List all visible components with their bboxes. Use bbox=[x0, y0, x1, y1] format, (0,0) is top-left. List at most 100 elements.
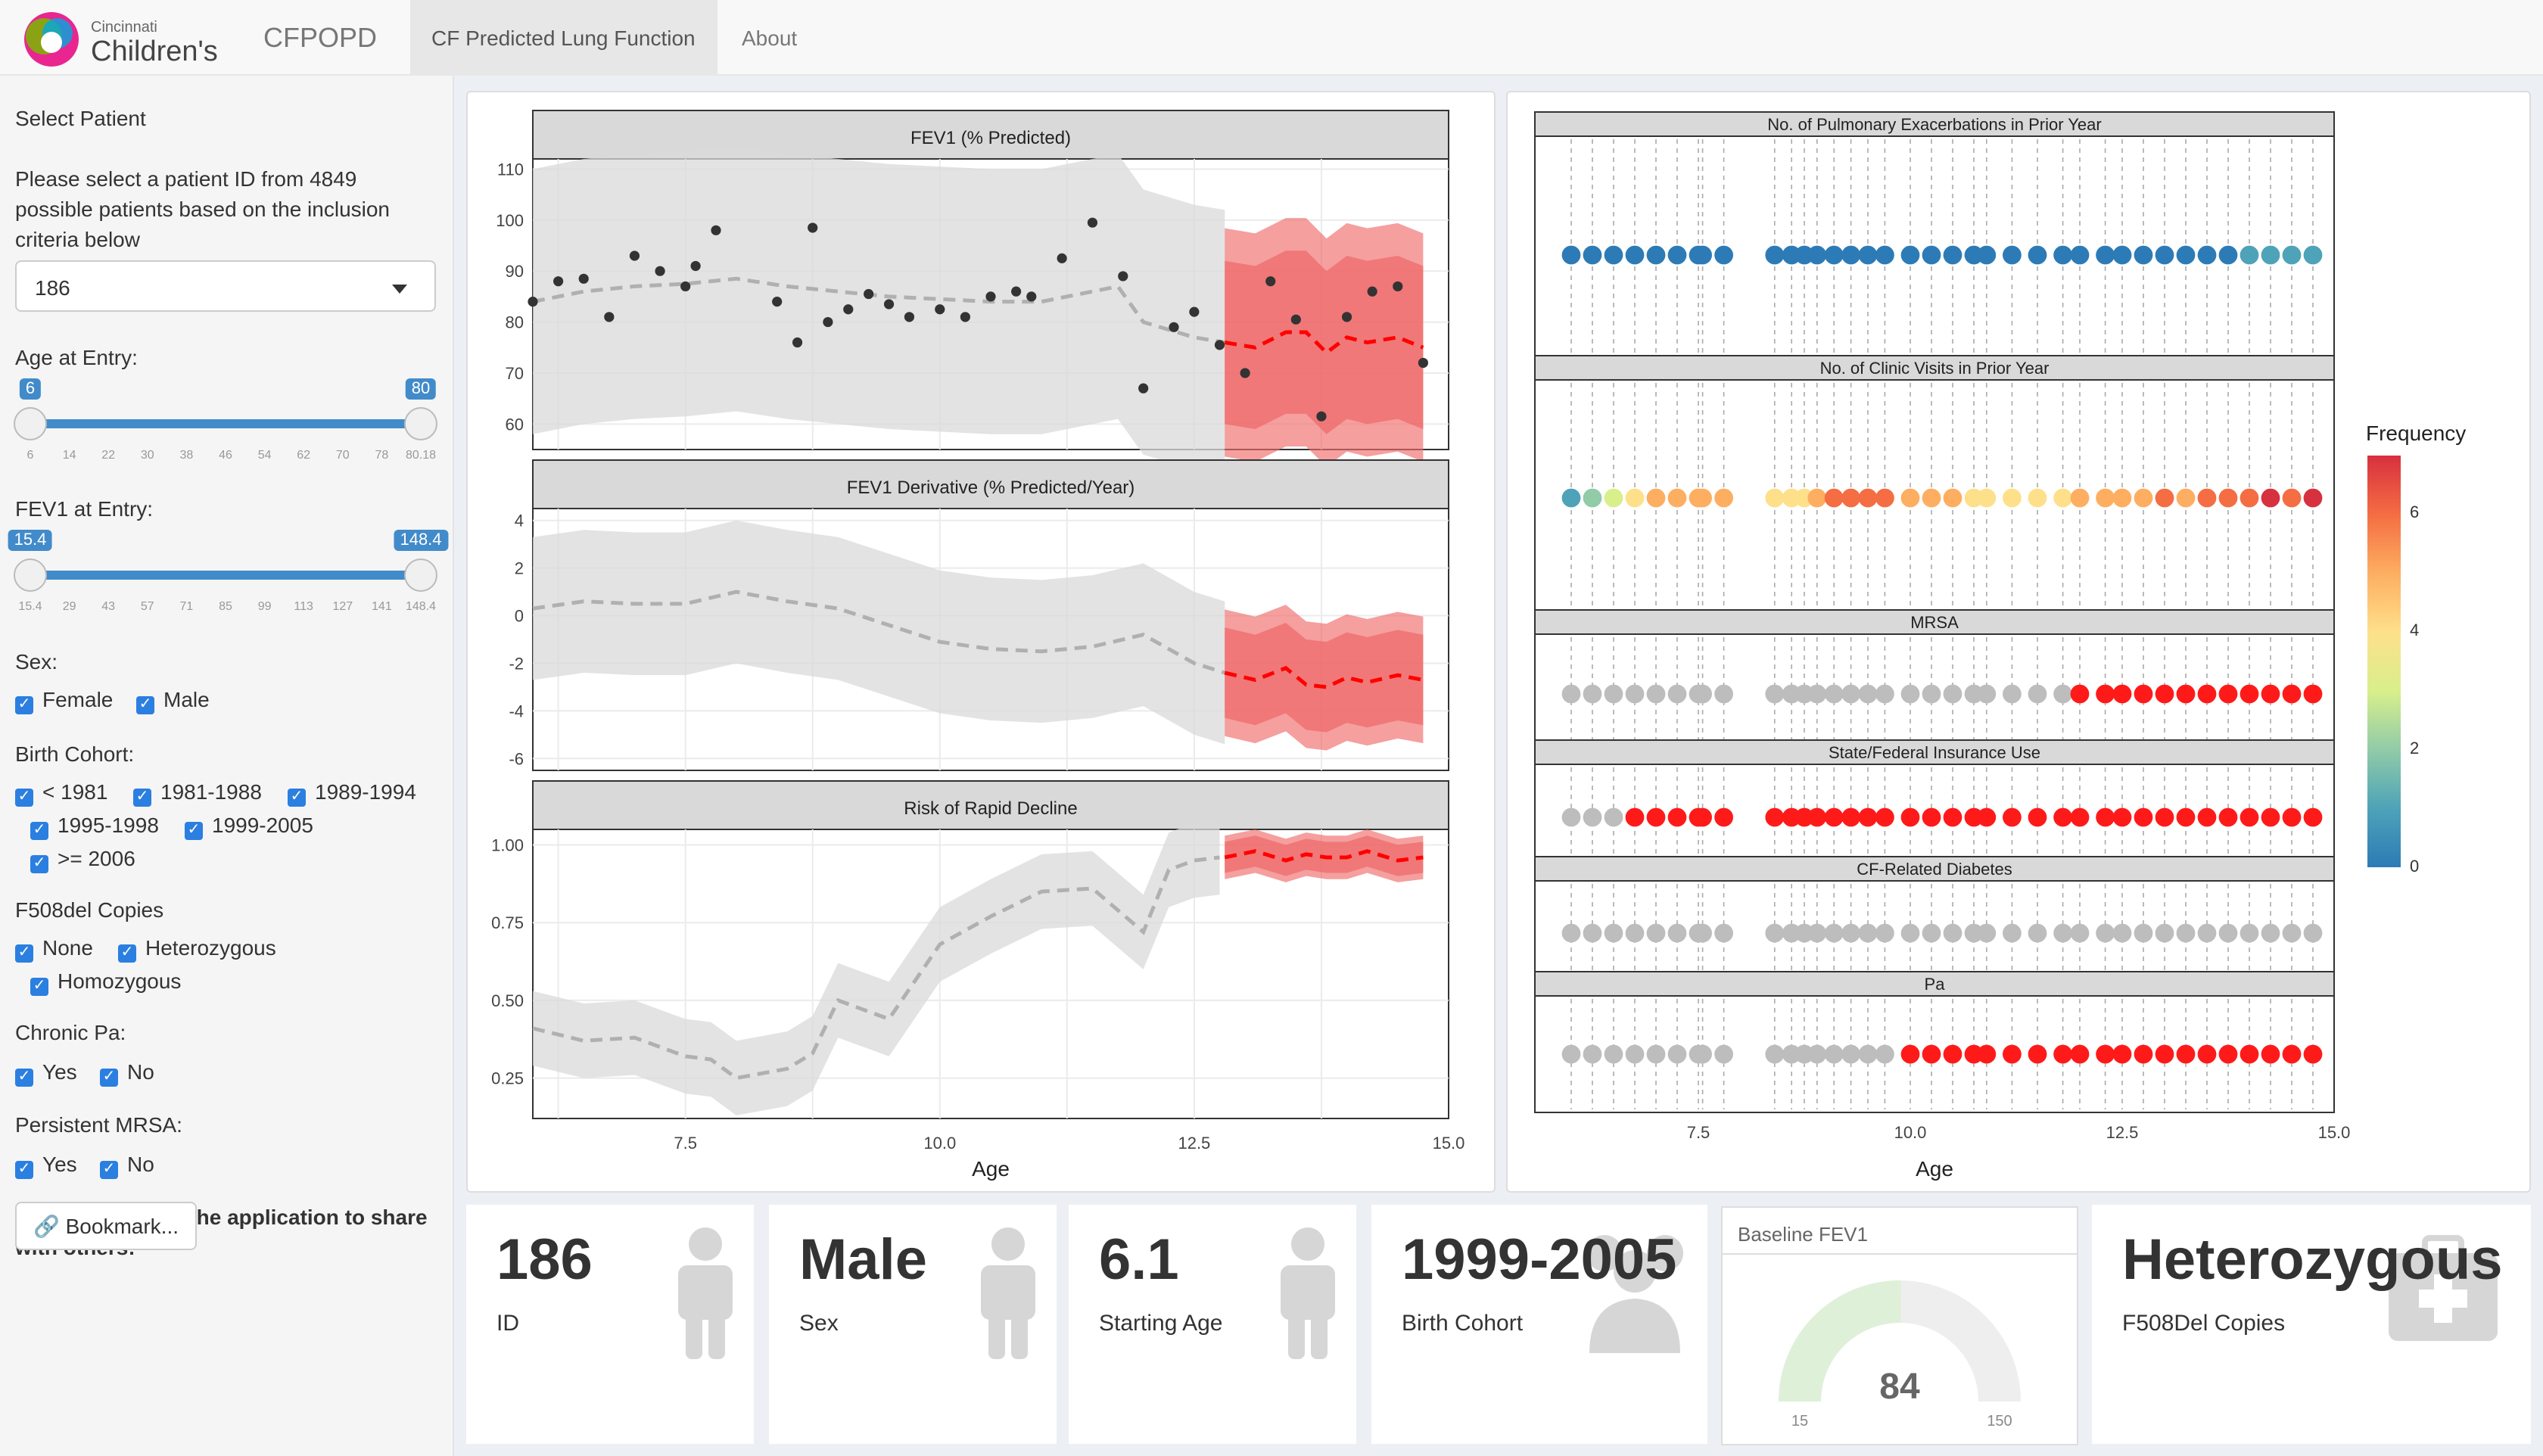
event-point bbox=[2096, 923, 2115, 943]
observed-point bbox=[772, 297, 783, 307]
gauge-title: Baseline FEV1 bbox=[1738, 1223, 1868, 1246]
checkbox-label: Homozygous bbox=[58, 969, 182, 993]
brand-title[interactable]: CFPOPD bbox=[263, 23, 378, 53]
checkbox-cohort-1981-1988[interactable]: ✓ 1981-1988 bbox=[133, 779, 262, 807]
slider-tick-label: 14 bbox=[62, 448, 76, 462]
medkit-icon bbox=[2389, 1235, 2498, 1341]
event-point bbox=[1765, 488, 1785, 508]
checkbox-cohort-1999-2005[interactable]: ✓ 1999-2005 bbox=[185, 813, 313, 840]
check-icon: ✓ bbox=[185, 822, 203, 840]
slider-bar bbox=[30, 419, 421, 428]
slider-tick-label: 85 bbox=[219, 599, 232, 613]
y-tick-label: 1.00 bbox=[491, 836, 524, 855]
x-tick-label: 7.5 bbox=[1687, 1123, 1710, 1142]
checkbox-label: 1999-2005 bbox=[212, 813, 313, 837]
checkbox-mrsa-no[interactable]: ✓ No bbox=[100, 1152, 154, 1179]
event-point bbox=[1667, 807, 1687, 827]
slider-min-handle[interactable] bbox=[14, 558, 47, 592]
slider-tick-label: 99 bbox=[257, 599, 272, 613]
event-point bbox=[2261, 684, 2280, 704]
checkbox-f508-homozygous[interactable]: ✓ Homozygous bbox=[30, 969, 181, 996]
link-icon: 🔗 bbox=[33, 1214, 60, 1238]
event-point bbox=[2003, 488, 2022, 508]
event-point bbox=[2003, 684, 2022, 704]
checkbox-cohort-before-1981[interactable]: ✓ < 1981 bbox=[15, 779, 107, 807]
event-point bbox=[1714, 245, 1733, 265]
slider-tick-label: 6 bbox=[26, 448, 34, 462]
observed-point bbox=[553, 276, 564, 287]
event-point bbox=[2028, 1044, 2047, 1064]
event-point bbox=[2218, 923, 2238, 943]
panel-title: CF-Related Diabetes bbox=[1857, 860, 2012, 879]
fev1-at-entry-slider[interactable]: 15.4 148.4 15.4 29 43 57 71 85 99 113 127 141 148.… bbox=[8, 530, 448, 621]
legend-colorbar bbox=[2367, 456, 2401, 867]
age-at-entry-slider[interactable]: 6 80 6 14 22 30 38 46 54 62 70 78 80.18 bbox=[14, 378, 437, 469]
slider-min-handle[interactable] bbox=[14, 407, 47, 440]
checkbox-female[interactable]: ✓ Female bbox=[15, 687, 113, 714]
event-point bbox=[1900, 245, 1920, 265]
event-point bbox=[2282, 245, 2302, 265]
y-tick-label: -6 bbox=[509, 749, 524, 768]
checkbox-cohort-1989-1994[interactable]: ✓ 1989-1994 bbox=[288, 779, 416, 807]
value-box-label: F508Del Copies bbox=[2122, 1311, 2286, 1336]
event-point bbox=[2028, 807, 2047, 827]
lung-function-charts[interactable]: FEV1 (% Predicted) 110 100 90 80 70 60 FEV1 Der… bbox=[468, 92, 1494, 1191]
checkbox-label: Female bbox=[42, 687, 114, 711]
event-point bbox=[2053, 1044, 2072, 1064]
tab-label: About bbox=[742, 26, 798, 50]
value-box-value: Male bbox=[799, 1229, 927, 1293]
tab-cf-predicted-lung-function[interactable]: CF Predicted Lung Function bbox=[410, 0, 717, 76]
bookmark-button[interactable]: 🔗 Bookmark... bbox=[15, 1202, 197, 1250]
slider-max-label: 80 bbox=[405, 378, 437, 400]
checkbox-f508-heterozygous[interactable]: ✓ Heterozygous bbox=[118, 935, 276, 963]
checkbox-male[interactable]: ✓ Male bbox=[136, 687, 210, 714]
observed-point bbox=[792, 337, 803, 348]
event-point bbox=[2176, 245, 2196, 265]
observed-point bbox=[960, 312, 970, 322]
observed-point bbox=[1265, 276, 1276, 287]
chevron-down-icon bbox=[392, 285, 407, 294]
f508del-copies-label: F508del Copies bbox=[15, 898, 164, 922]
event-point bbox=[1646, 923, 1666, 943]
event-point bbox=[1875, 1044, 1894, 1064]
sex-label: Sex: bbox=[15, 649, 58, 674]
observed-point bbox=[711, 225, 721, 235]
sidebar-description-line-1: Please select a patient ID from 4849 bbox=[15, 166, 357, 191]
panel-strip bbox=[532, 780, 1449, 830]
event-point bbox=[1714, 684, 1733, 704]
checkbox-f508-none[interactable]: ✓ None bbox=[15, 935, 93, 963]
cincinnati-childrens-logo[interactable]: Cincinnati Children's bbox=[21, 6, 248, 73]
x-tick-label: 15.0 bbox=[1433, 1134, 1465, 1153]
event-point bbox=[2155, 488, 2174, 508]
event-point bbox=[2053, 245, 2072, 265]
clinical-events-charts[interactable]: No. of Pulmonary Exacerbations in Prior … bbox=[1508, 92, 2529, 1191]
checkbox-cohort-1995-1998[interactable]: ✓ 1995-1998 bbox=[30, 813, 159, 840]
y-tick-label: 0.75 bbox=[491, 913, 524, 932]
slider-max-handle[interactable] bbox=[404, 558, 437, 592]
checkbox-mrsa-yes[interactable]: ✓ Yes bbox=[15, 1152, 77, 1179]
checkbox-pa-yes[interactable]: ✓ Yes bbox=[15, 1059, 77, 1087]
event-point bbox=[2197, 684, 2217, 704]
value-box-label: Birth Cohort bbox=[1402, 1311, 1524, 1336]
tab-about[interactable]: About bbox=[721, 0, 823, 76]
event-point bbox=[1841, 923, 1860, 943]
event-point bbox=[2028, 923, 2047, 943]
event-point bbox=[1561, 1044, 1581, 1064]
event-point bbox=[1824, 245, 1844, 265]
event-point bbox=[2240, 488, 2259, 508]
event-point bbox=[1977, 684, 1997, 704]
checkbox-cohort-2006-plus[interactable]: ✓ >= 2006 bbox=[30, 846, 135, 873]
event-point bbox=[1900, 923, 1920, 943]
slider-max-handle[interactable] bbox=[404, 407, 437, 440]
event-point bbox=[1625, 488, 1645, 508]
legend-title: Frequency bbox=[2366, 422, 2466, 445]
person-icon bbox=[1281, 1227, 1335, 1359]
sidebar-description-line-3: criteria below bbox=[15, 227, 140, 251]
event-point bbox=[1646, 488, 1666, 508]
checkbox-pa-no[interactable]: ✓ No bbox=[100, 1059, 154, 1087]
x-tick-label: 10.0 bbox=[1894, 1123, 1927, 1142]
observed-point bbox=[808, 222, 818, 233]
y-tick-label: 0 bbox=[515, 607, 524, 626]
event-point bbox=[2155, 684, 2174, 704]
patient-id-select[interactable]: 186 bbox=[15, 260, 436, 312]
